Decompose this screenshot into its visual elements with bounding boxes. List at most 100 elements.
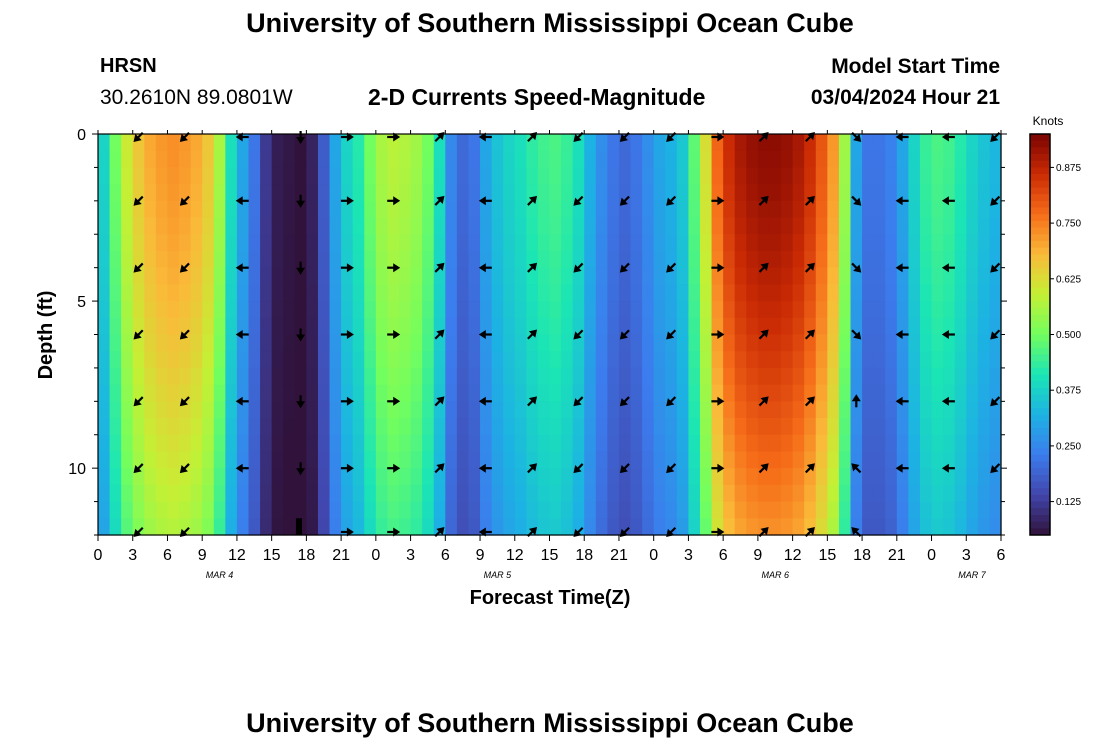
heatmap-cell	[769, 351, 782, 369]
heatmap-cell	[989, 317, 1002, 336]
heatmap-cell	[179, 484, 192, 503]
heatmap-cell	[862, 134, 875, 152]
heatmap-cell	[445, 184, 458, 202]
heatmap-cell	[294, 367, 307, 386]
heatmap-cell	[410, 334, 423, 352]
colorbar-label: 0.125	[1056, 497, 1081, 508]
heatmap-cell	[688, 518, 701, 536]
heatmap-cell	[862, 284, 875, 302]
heatmap-cell	[480, 501, 493, 519]
heatmap-cell	[908, 501, 921, 519]
heatmap-cell	[329, 134, 342, 152]
heatmap-cell	[121, 334, 134, 352]
heatmap-cell	[676, 317, 690, 336]
colorbar-cell	[1030, 521, 1050, 529]
heatmap-cell	[260, 134, 273, 152]
heatmap-cell	[387, 451, 400, 469]
heatmap-cell	[781, 301, 794, 319]
heatmap-cell	[966, 367, 979, 386]
heatmap-cell	[734, 167, 747, 185]
heatmap-cell	[491, 267, 504, 285]
heatmap-cell	[514, 518, 527, 536]
heatmap-cell	[549, 401, 562, 419]
heatmap-cell	[943, 234, 956, 252]
heatmap-cell	[132, 234, 145, 252]
heatmap-cell	[202, 217, 215, 235]
heatmap-cell	[723, 150, 736, 169]
heatmap-cell	[537, 284, 551, 302]
heatmap-cell	[746, 267, 759, 285]
heatmap-cell	[919, 367, 933, 386]
heatmap-cell	[225, 451, 238, 469]
heatmap-cell	[607, 434, 620, 453]
heatmap-cell	[954, 267, 967, 285]
heatmap-cell	[537, 501, 551, 519]
x-tick-label: 21	[332, 547, 350, 564]
heatmap-cell	[98, 334, 111, 352]
heatmap-cell	[537, 451, 551, 469]
heatmap-cell	[213, 418, 226, 436]
heatmap-cell	[132, 184, 145, 202]
heatmap-cell	[294, 434, 307, 453]
heatmap-cell	[387, 150, 400, 169]
heatmap-cell	[723, 184, 736, 202]
heatmap-cell	[919, 200, 933, 219]
heatmap-cell	[480, 468, 493, 486]
heatmap-cell	[456, 401, 470, 419]
current-arrow	[340, 132, 354, 142]
x-tick-label: 6	[441, 547, 450, 564]
heatmap-cell	[491, 167, 504, 185]
heatmap-cell	[410, 184, 423, 202]
heatmap-cell	[584, 468, 597, 486]
current-arrow	[990, 463, 1001, 474]
heatmap-cell	[98, 250, 111, 269]
heatmap-cell	[827, 367, 840, 386]
current-arrow	[434, 262, 445, 273]
heatmap-cell	[700, 217, 713, 235]
station-name: HRSN	[100, 55, 157, 77]
heatmap-cell	[456, 468, 470, 486]
heatmap-cell	[700, 134, 713, 152]
colorbar-cell	[1030, 321, 1050, 329]
heatmap-cell	[943, 367, 956, 386]
heatmap-cell	[190, 468, 203, 486]
heatmap-cell	[734, 367, 747, 386]
heatmap-cell	[248, 150, 261, 169]
heatmap-cell	[908, 451, 921, 469]
heatmap-cell	[642, 451, 655, 469]
heatmap-cell	[167, 367, 180, 386]
heatmap-cell	[850, 351, 863, 369]
heatmap-cell	[792, 367, 805, 386]
heatmap-cell	[445, 150, 458, 169]
heatmap-cell	[399, 451, 412, 469]
heatmap-cell	[711, 418, 724, 436]
heatmap-cell	[248, 468, 261, 486]
colorbar-cell	[1030, 488, 1050, 496]
heatmap-cell	[653, 401, 666, 419]
heatmap-cell	[838, 150, 852, 169]
heatmap-cell	[294, 468, 307, 486]
heatmap-cell	[109, 301, 122, 319]
heatmap-cell	[480, 384, 493, 402]
heatmap-cell	[665, 234, 678, 252]
heatmap-cell	[202, 384, 215, 402]
heatmap-cell	[885, 384, 898, 402]
heatmap-cell	[977, 468, 991, 486]
current-arrow	[711, 527, 725, 537]
colorbar-cell	[1030, 474, 1050, 483]
heatmap-cell	[769, 518, 782, 536]
heatmap-cell	[630, 284, 643, 302]
heatmap-cell	[931, 418, 944, 436]
heatmap-cell	[746, 184, 759, 202]
heatmap-cell	[294, 234, 307, 252]
heatmap-cell	[375, 434, 389, 453]
heatmap-cell	[653, 418, 666, 436]
colorbar-cell	[1030, 367, 1050, 376]
heatmap-cell	[676, 384, 690, 402]
current-arrow	[895, 132, 909, 142]
heatmap-cell	[850, 401, 863, 419]
heatmap-cell	[700, 184, 713, 202]
heatmap-cell	[329, 484, 342, 503]
heatmap-cell	[236, 150, 250, 169]
heatmap-cell	[341, 301, 354, 319]
